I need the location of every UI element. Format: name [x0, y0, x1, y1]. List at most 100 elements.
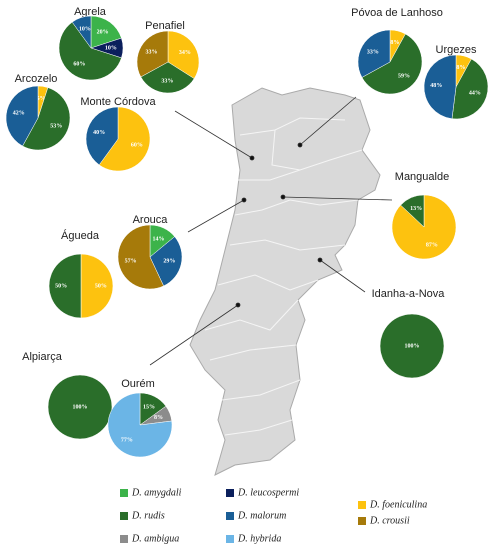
pie-slice [5, 85, 39, 147]
legend-label: D. rudis [131, 510, 165, 521]
slice-label: 53% [50, 123, 62, 129]
pie-slice [71, 15, 92, 49]
pie-chart: Alpiarça 100% [22, 351, 113, 440]
slice-label: 34% [179, 50, 191, 56]
pie-chart: Monte Córdova 60% 40% [80, 96, 156, 172]
pie-chart: Penafiel 34% 33% 33% [136, 20, 200, 94]
slice-label: 50% [55, 283, 67, 289]
legend-swatch [120, 512, 128, 520]
pie-title: Póvoa de Lanhoso [351, 7, 443, 19]
pie-slice [98, 106, 151, 172]
legend-label: D. hybrida [237, 533, 281, 544]
pie-chart: Águeda 50% 50% [48, 229, 114, 319]
legend-swatch [120, 535, 128, 543]
legend-swatch [358, 517, 366, 525]
leader-line [282, 196, 393, 201]
pie-chart: Mangualde 87% 13% [391, 171, 457, 260]
legend-label: D. ambigua [131, 533, 179, 544]
leader-line [187, 199, 245, 233]
slice-label: 33% [367, 49, 379, 55]
pie-slice [423, 54, 457, 120]
slice-label: 15% [143, 405, 155, 411]
pie-slice [22, 87, 71, 151]
pie-slice [400, 194, 425, 228]
slice-label: 8% [456, 65, 465, 71]
slice-label: 8% [390, 40, 399, 46]
slice-label: 40% [93, 130, 105, 136]
pie-title: Alpiarça [22, 351, 63, 363]
legend-label: D. malorum [237, 510, 286, 521]
pie-slice [107, 392, 173, 458]
leader-line [299, 96, 357, 146]
pie-slice [361, 33, 423, 95]
pie-slice [357, 29, 391, 78]
legend: D. amygdali D. leucospermi D. foeniculina D… [120, 487, 427, 544]
pie-title: Ourém [121, 378, 155, 390]
slice-label: 13% [410, 206, 422, 212]
slice-label: 59% [398, 73, 410, 79]
slice-label: 33% [145, 50, 157, 56]
legend-label: D. crousii [369, 515, 410, 526]
legend-label: D. foeniculina [369, 499, 427, 510]
slice-label: 42% [13, 110, 25, 116]
slice-label: 100% [73, 404, 88, 410]
pie-title: Arouca [133, 214, 169, 226]
pie-slice [48, 253, 82, 319]
pie-slice [451, 58, 489, 120]
pie-title: Mangualde [395, 171, 449, 183]
slice-label: 48% [430, 83, 442, 89]
pie-title: Penafiel [145, 20, 185, 32]
slice-label: 50% [95, 283, 107, 289]
location-dot [241, 197, 247, 203]
pie-slice [58, 21, 122, 81]
slice-label: 57% [125, 259, 137, 265]
legend-swatch [120, 489, 128, 497]
pie-title: Águeda [61, 229, 100, 242]
legend-swatch [226, 489, 234, 497]
slice-label: 14% [152, 236, 164, 242]
pie-chart: Agrela 20% 10% 60% 10% [58, 6, 124, 81]
legend-label: D. leucospermi [237, 487, 299, 498]
location-dot [280, 194, 286, 200]
slice-label: 5% [37, 96, 46, 102]
pie-chart: Arouca 14% 29% 57% [117, 214, 183, 290]
slice-label: 60% [73, 61, 85, 67]
pie-chart: Ourém 15% 8% 77% [107, 378, 173, 458]
location-dot [249, 155, 255, 161]
slice-label: 10% [105, 45, 117, 51]
slice-label: 87% [426, 243, 438, 249]
slice-label: 29% [163, 259, 175, 265]
leader-line [149, 304, 239, 366]
slice-label: 77% [121, 437, 133, 443]
district-borders [204, 117, 363, 436]
pie-title: Agrela [74, 6, 107, 18]
pie-slice [117, 224, 164, 290]
slice-label: 60% [131, 143, 143, 149]
pie-title: Monte Córdova [80, 96, 156, 108]
legend-swatch [226, 512, 234, 520]
legend-label: D. amygdali [131, 487, 182, 498]
slice-label: 10% [79, 27, 91, 33]
pie-slice [136, 30, 169, 78]
slice-label: 100% [405, 343, 420, 349]
slice-label: 33% [161, 79, 173, 85]
pie-chart: Idanha-a-Nova 100% [372, 288, 446, 379]
leader-line [174, 110, 253, 159]
slice-label: 44% [469, 91, 481, 97]
legend-swatch [226, 535, 234, 543]
legend-swatch [358, 501, 366, 509]
pie-slice [47, 374, 113, 440]
location-dot [235, 302, 241, 308]
pie-slice [80, 253, 114, 319]
country-outline [189, 87, 381, 476]
pie-slice [90, 15, 122, 49]
slice-label: 20% [97, 29, 109, 35]
pie-title: Urgezes [436, 44, 477, 56]
location-dot [317, 257, 323, 263]
leader-lines [149, 96, 393, 366]
slice-label: 8% [154, 415, 163, 421]
pie-title: Arcozelo [15, 73, 58, 85]
pie-title: Idanha-a-Nova [372, 288, 446, 300]
pie-slice [85, 106, 119, 166]
